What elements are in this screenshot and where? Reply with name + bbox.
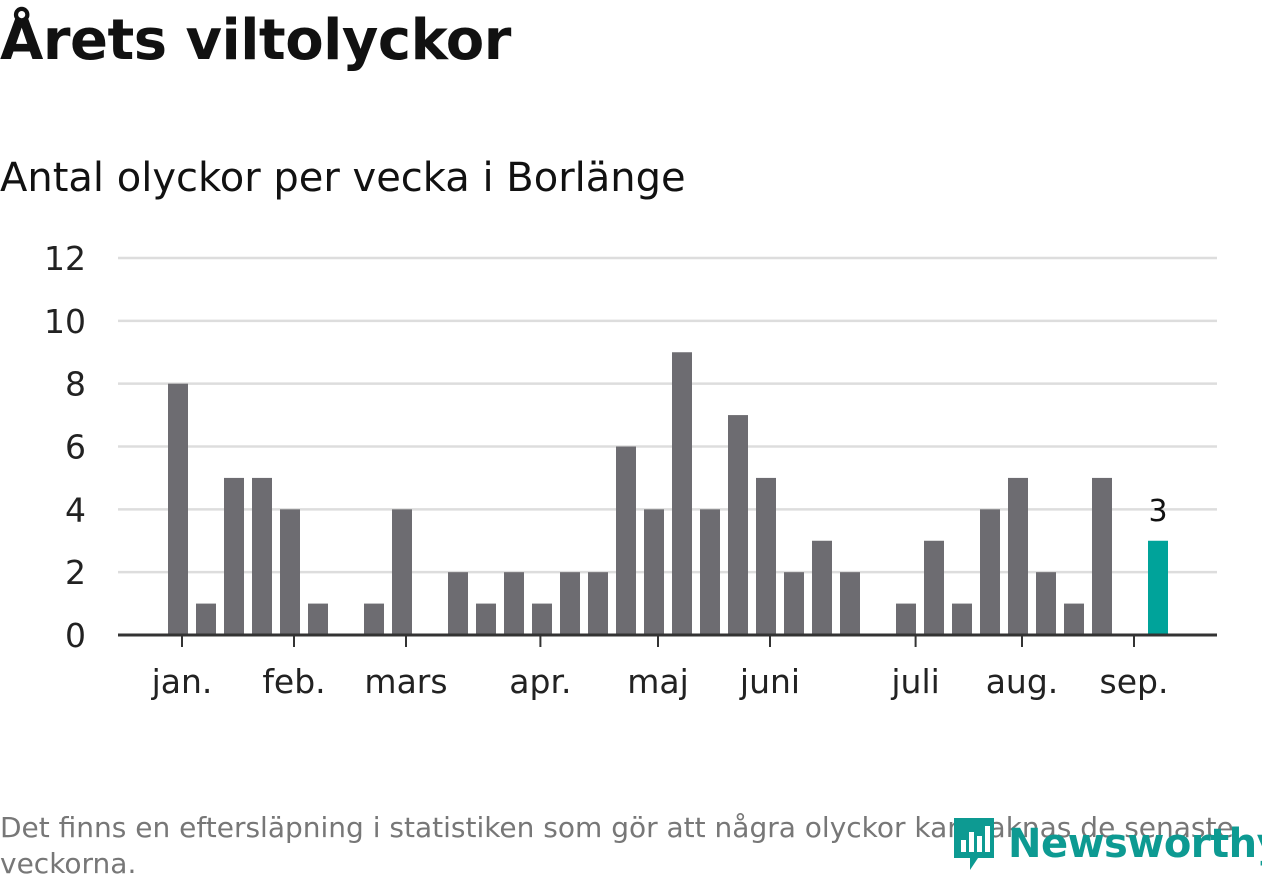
bar <box>224 477 244 635</box>
bar <box>196 603 216 635</box>
x-axis: jan. feb. mars apr. maj juni juli aug. sep. <box>118 633 1217 701</box>
bar <box>560 572 580 635</box>
bar <box>1092 477 1112 635</box>
x-tick-label: jan. <box>151 662 213 701</box>
bar <box>1036 572 1056 635</box>
y-tick-label: 2 <box>65 553 86 592</box>
y-tick-label: 12 <box>44 239 86 278</box>
bar <box>672 352 692 635</box>
bar <box>840 572 860 635</box>
newsworthy-logo-icon <box>954 818 994 870</box>
x-tick-label: juni <box>739 662 800 701</box>
bar <box>952 603 972 635</box>
footnote: Det finns en eftersläpning i statistiken… <box>0 811 1234 880</box>
y-axis-ticks: 0 2 4 6 8 10 12 <box>44 239 86 655</box>
bar <box>532 603 552 635</box>
bar-chart: 0 2 4 6 8 10 12 jan. feb. mars apr. maj juni juli aug… <box>44 239 1217 701</box>
bar <box>168 383 188 635</box>
bar <box>392 509 412 635</box>
bar <box>756 477 776 635</box>
newsworthy-logo: Newsworthy <box>950 812 1262 876</box>
y-tick-label: 0 <box>65 616 86 655</box>
bar <box>1064 603 1084 635</box>
bar <box>308 603 328 635</box>
bar <box>784 572 804 635</box>
bar <box>616 446 636 635</box>
x-tick-label: maj <box>627 662 689 701</box>
chart-title: Årets viltolyckor <box>0 8 511 73</box>
bar <box>896 603 916 635</box>
y-tick-label: 6 <box>65 428 86 467</box>
bar-highlight <box>1148 540 1168 635</box>
bar <box>980 509 1000 635</box>
data-labels: 3 <box>1148 494 1167 529</box>
bar <box>812 540 832 635</box>
x-tick-label: apr. <box>509 662 571 701</box>
x-tick-label: sep. <box>1100 662 1169 701</box>
chart-subtitle: Antal olyckor per vecka i Borlänge <box>0 155 686 201</box>
x-tick-label: aug. <box>986 662 1059 701</box>
bar <box>588 572 608 635</box>
bar <box>476 603 496 635</box>
bar <box>252 477 272 635</box>
data-label-highlight: 3 <box>1148 494 1167 529</box>
bar <box>1008 477 1028 635</box>
gridlines <box>118 256 1217 574</box>
y-tick-label: 10 <box>44 302 86 341</box>
x-tick-label: feb. <box>262 662 325 701</box>
bar <box>280 509 300 635</box>
bar <box>700 509 720 635</box>
bar <box>504 572 524 635</box>
bar <box>644 509 664 635</box>
bar <box>728 415 748 635</box>
newsworthy-logo-text: Newsworthy <box>1008 821 1262 867</box>
x-tick-label: mars <box>364 662 447 701</box>
x-tick-label: juli <box>890 662 939 701</box>
bar <box>364 603 384 635</box>
y-tick-label: 4 <box>65 490 86 529</box>
bar <box>924 540 944 635</box>
bar <box>448 572 468 635</box>
y-tick-label: 8 <box>65 365 86 404</box>
bars <box>168 352 1168 635</box>
